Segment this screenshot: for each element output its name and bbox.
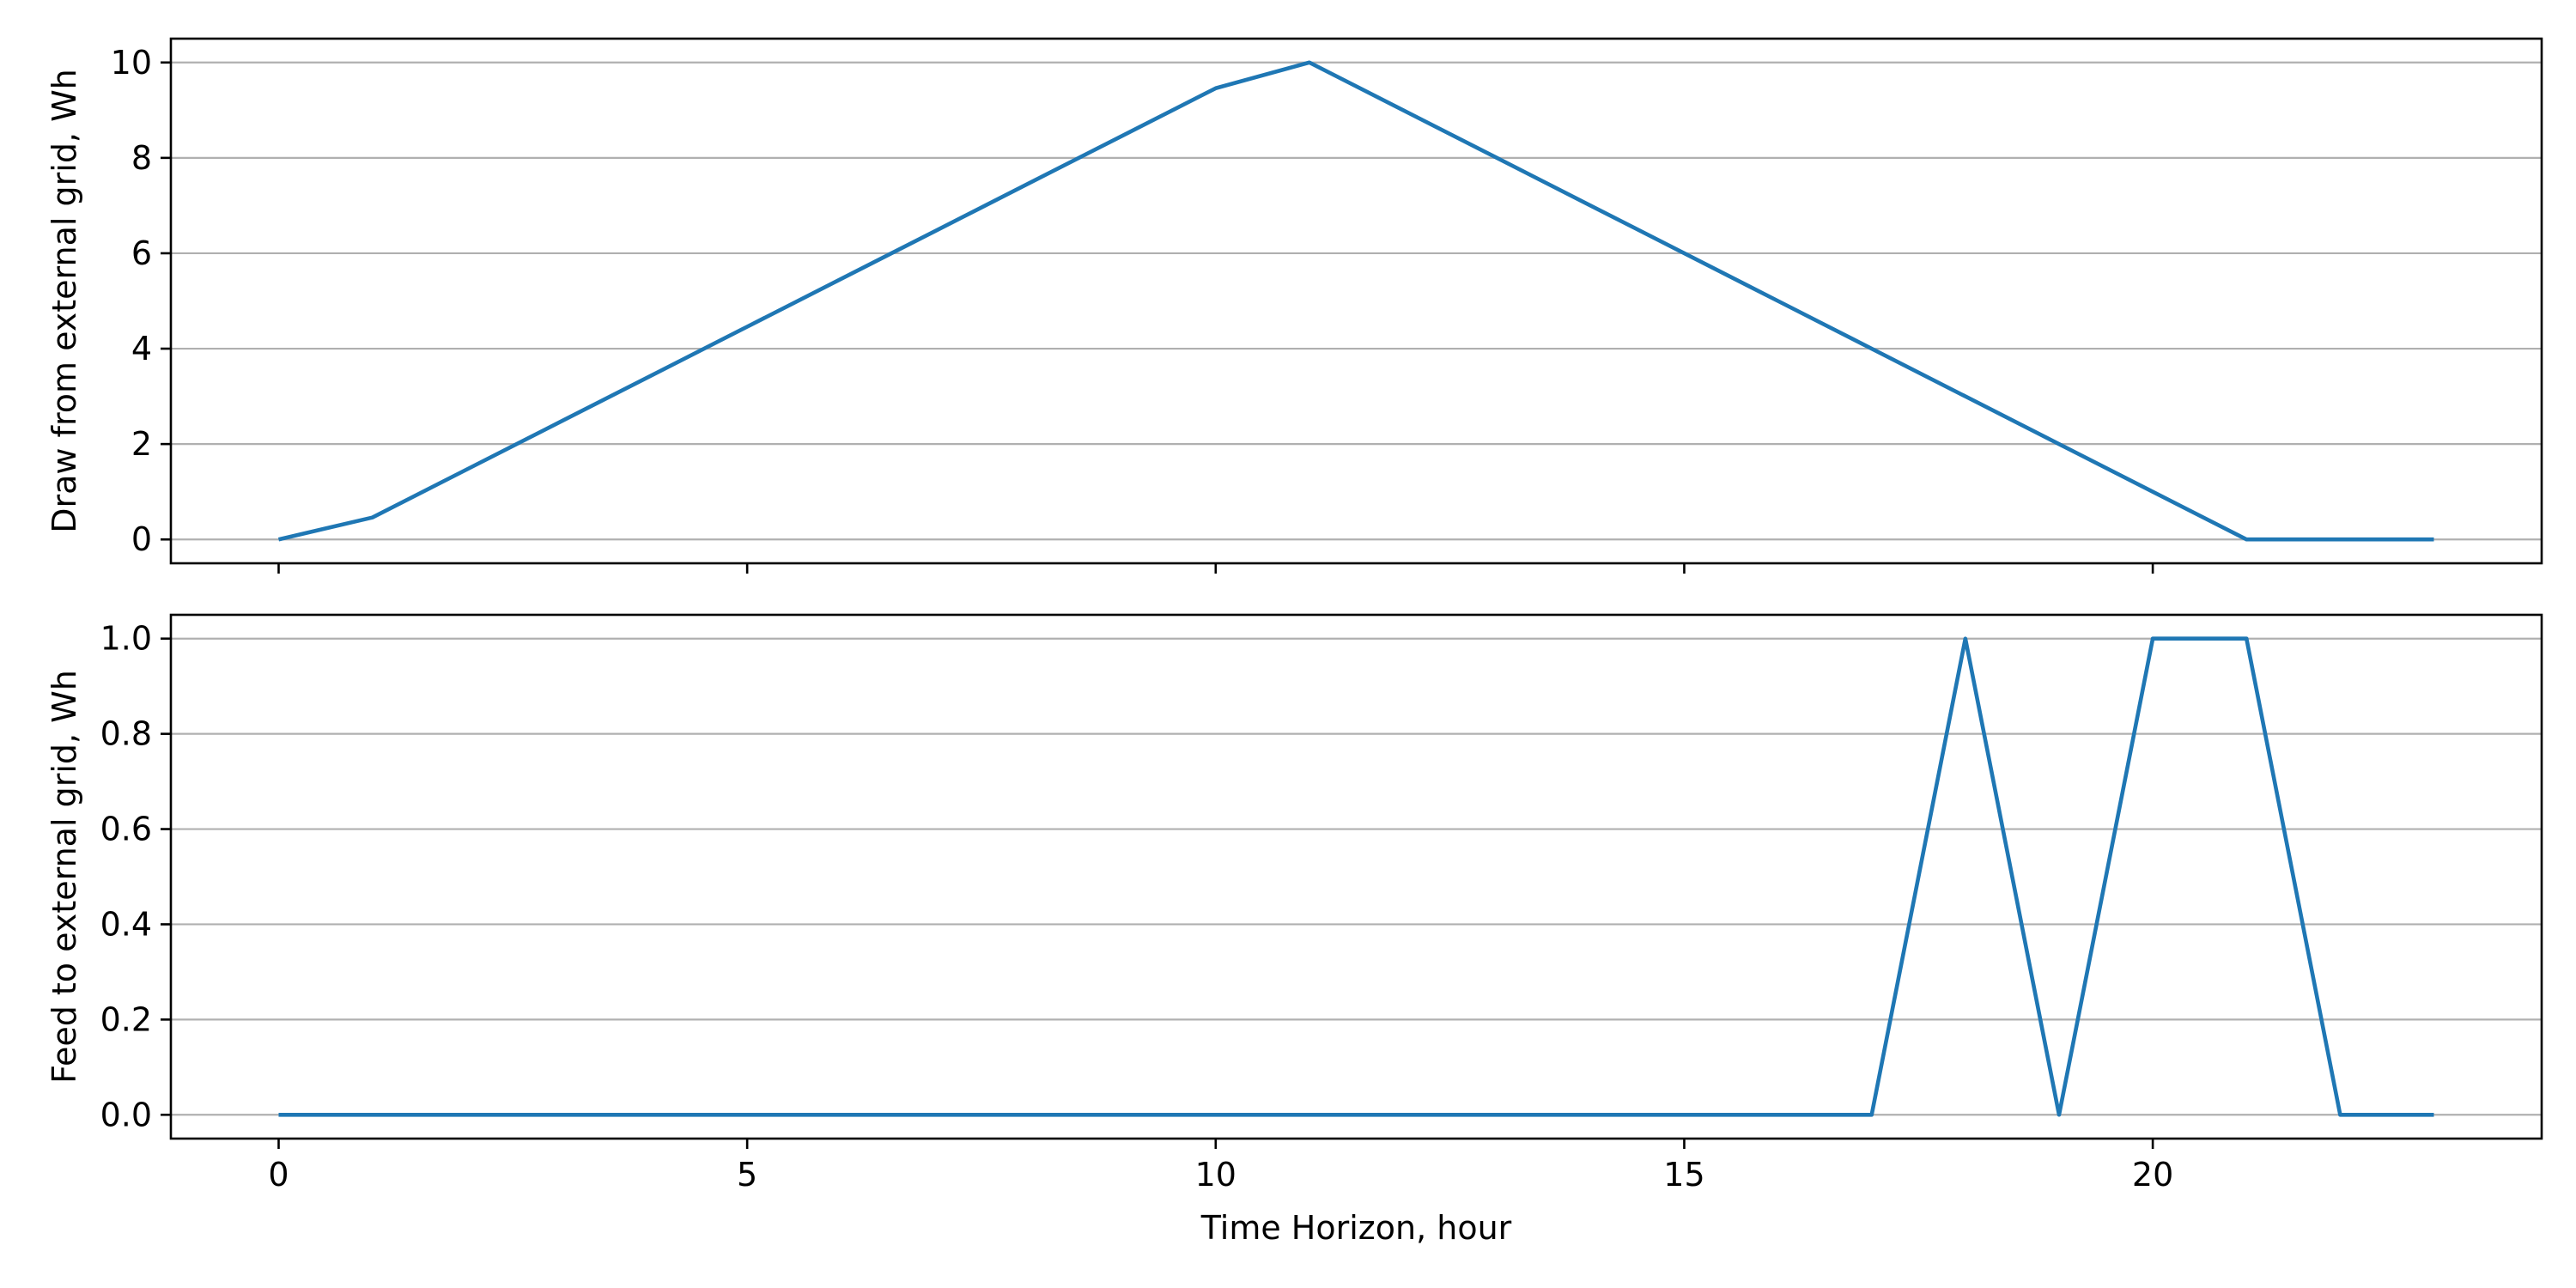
- bottom-xtick-label-0: 0: [268, 1156, 289, 1194]
- bottom-series-line-0: [278, 636, 2434, 1117]
- bottom-xtick-label-2: 10: [1195, 1156, 1236, 1194]
- top-ytick-label-4: 8: [131, 139, 152, 177]
- top-series-line-0: [277, 60, 2434, 542]
- top-ytick-label-3: 6: [131, 234, 152, 272]
- bottom-panel: 0.0 0.2 0.4 0.6 0.8 1.0 0 5 10 15 20 Feed to extern…: [46, 613, 2543, 1247]
- bottom-ytick-label-2: 0.4: [100, 905, 152, 943]
- bottom-ylabel: Feed to external grid, Wh: [46, 670, 83, 1084]
- bottom-xlabel: Time Horizon, hour: [1200, 1209, 1512, 1247]
- top-ylabel: Draw from external grid, Wh: [46, 69, 83, 533]
- top-ytick-label-0: 0: [131, 520, 152, 558]
- top-ytick-label-5: 10: [111, 44, 152, 82]
- bottom-axes-frame: [169, 613, 2543, 1140]
- bottom-ytick-label-1: 0.2: [100, 1000, 152, 1038]
- bottom-ytick-label-3: 0.6: [100, 811, 152, 848]
- bottom-ytick-label-0: 0.0: [100, 1096, 152, 1133]
- top-ytick-label-1: 2: [131, 425, 152, 463]
- bottom-xtick-label-3: 15: [1663, 1156, 1704, 1194]
- bottom-ytick-label-5: 1.0: [100, 620, 152, 658]
- top-panel: 0 2 4 6 8 10 Draw from external grid, Wh: [46, 37, 2543, 574]
- bottom-xtick-label-1: 5: [737, 1156, 757, 1194]
- bottom-xtick-label-4: 20: [2132, 1156, 2173, 1194]
- bottom-ytick-label-4: 0.8: [100, 715, 152, 753]
- top-ytick-label-2: 4: [131, 330, 152, 368]
- top-axes-frame: [169, 37, 2543, 565]
